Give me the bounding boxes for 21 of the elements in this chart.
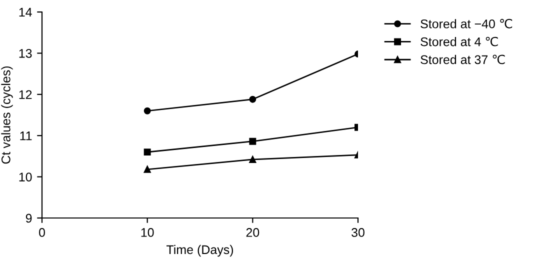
y-tick-label: 14 bbox=[19, 8, 32, 17]
legend-label: Stored at 4 ℃ bbox=[420, 36, 498, 46]
point bbox=[249, 96, 256, 103]
y-tick-label: 11 bbox=[20, 132, 32, 140]
point bbox=[144, 166, 151, 173]
point bbox=[144, 148, 151, 156]
y-tick-label: 9 bbox=[26, 214, 32, 223]
y-axis-title: Ct values (cycles) bbox=[1, 66, 13, 164]
x-tick-label: 30 bbox=[352, 228, 364, 237]
y-tick-label: 13 bbox=[19, 49, 32, 58]
x-tick-label: 0 bbox=[39, 228, 45, 237]
x-tick-label: 20 bbox=[246, 228, 260, 237]
legend-label: Stored at −40 ℃ bbox=[420, 18, 512, 28]
point bbox=[144, 107, 151, 114]
x-tick-label: 10 bbox=[141, 228, 154, 237]
y-tick-label: 10 bbox=[19, 172, 32, 182]
legend-label: Stored at 37 ℃ bbox=[420, 54, 505, 64]
y-tick-label: 12 bbox=[19, 90, 32, 99]
x-axis-title: Time (Days) bbox=[166, 244, 234, 257]
point bbox=[249, 138, 256, 145]
point bbox=[249, 156, 256, 163]
